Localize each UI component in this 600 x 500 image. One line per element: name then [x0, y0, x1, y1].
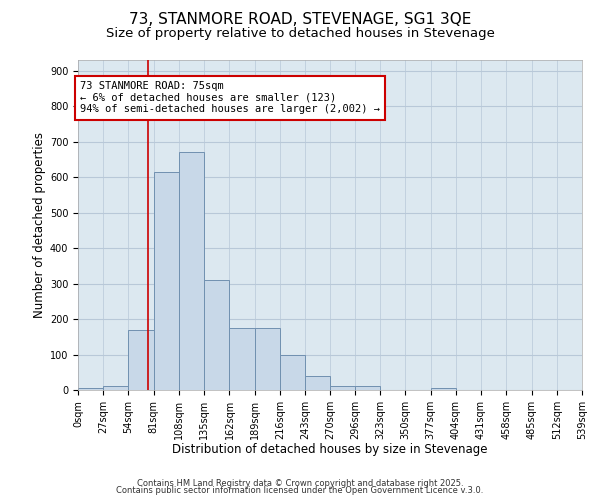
Y-axis label: Number of detached properties: Number of detached properties: [32, 132, 46, 318]
Bar: [128, 330, 154, 390]
Bar: [355, 386, 380, 390]
Text: 73 STANMORE ROAD: 75sqm
← 6% of detached houses are smaller (123)
94% of semi-de: 73 STANMORE ROAD: 75sqm ← 6% of detached…: [80, 82, 380, 114]
Text: Contains public sector information licensed under the Open Government Licence v.: Contains public sector information licen…: [116, 486, 484, 495]
Bar: [305, 376, 331, 390]
Bar: [431, 388, 456, 390]
Bar: [280, 354, 305, 390]
Bar: [229, 328, 255, 390]
Text: Size of property relative to detached houses in Stevenage: Size of property relative to detached ho…: [106, 28, 494, 40]
Bar: [331, 386, 355, 390]
Text: Contains HM Land Registry data © Crown copyright and database right 2025.: Contains HM Land Registry data © Crown c…: [137, 478, 463, 488]
Bar: [179, 152, 204, 390]
Bar: [154, 172, 179, 390]
Bar: [255, 328, 280, 390]
Bar: [204, 280, 229, 390]
Bar: [78, 388, 103, 390]
Bar: [103, 386, 128, 390]
Text: 73, STANMORE ROAD, STEVENAGE, SG1 3QE: 73, STANMORE ROAD, STEVENAGE, SG1 3QE: [129, 12, 471, 28]
X-axis label: Distribution of detached houses by size in Stevenage: Distribution of detached houses by size …: [172, 444, 488, 456]
